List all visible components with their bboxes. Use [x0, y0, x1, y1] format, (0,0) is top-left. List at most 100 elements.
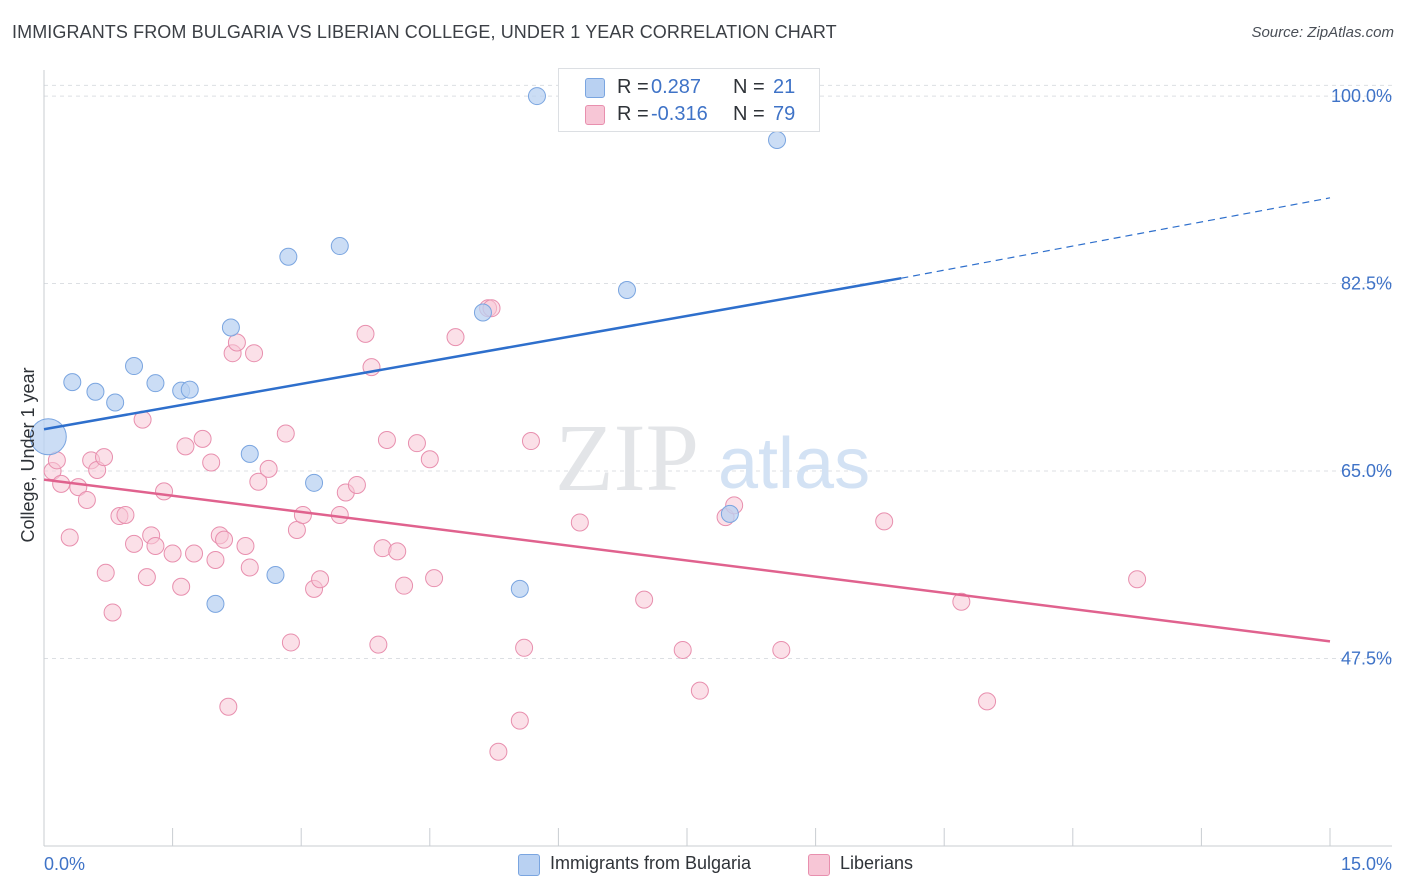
- legend-r-label: R =: [617, 103, 649, 125]
- liberian-point: [206, 550, 225, 569]
- watermark: ZIP atlas: [555, 404, 870, 511]
- liberian-point: [146, 537, 165, 556]
- liberian-point: [215, 530, 234, 549]
- bulgaria-points: [29, 87, 787, 613]
- legend-n-label: N =: [733, 76, 765, 98]
- liberian-point: [635, 590, 654, 609]
- y-tick-label: 65.0%: [1341, 461, 1392, 481]
- x-tick-label-end: 15.0%: [1341, 854, 1392, 874]
- liberian-point: [369, 635, 388, 654]
- bulgaria-point: [266, 565, 285, 584]
- legend-r-value: -0.316: [651, 103, 708, 125]
- bulgaria-point: [473, 303, 492, 322]
- bulgaria-point: [768, 130, 787, 149]
- liberian-point: [276, 424, 295, 443]
- y-tick-labels: 47.5% 65.0% 82.5% 100.0%: [1331, 86, 1392, 668]
- correlation-legend: R = 0.287 N = 21 R = -0.316 N = 79: [558, 68, 820, 132]
- liberian-point: [95, 448, 114, 467]
- liberian-point: [249, 472, 268, 491]
- y-tick-label: 47.5%: [1341, 649, 1392, 669]
- bulgaria-point: [720, 504, 739, 523]
- legend-swatch-blue: [518, 854, 540, 876]
- liberians-points: [43, 299, 1147, 761]
- x-tick-label-start: 0.0%: [44, 854, 85, 874]
- liberian-point: [952, 592, 971, 611]
- axes: [43, 70, 1392, 847]
- liberian-point: [690, 681, 709, 700]
- liberian-point: [60, 528, 79, 547]
- liberian-point: [176, 437, 195, 456]
- bulgaria-point: [305, 473, 324, 492]
- legend-r-value: 0.287: [651, 76, 702, 98]
- liberian-point: [236, 537, 255, 556]
- y-axis-title: College, Under 1 year: [18, 367, 38, 542]
- liberian-point: [240, 558, 259, 577]
- liberian-point: [103, 603, 122, 622]
- liberian-point: [373, 539, 392, 558]
- bulgaria-point: [146, 374, 165, 393]
- legend-label-liberians: Liberians: [840, 853, 914, 873]
- liberian-point: [510, 711, 529, 730]
- watermark-atlas: atlas: [718, 424, 870, 504]
- bulgaria-trend-line: [43, 276, 902, 431]
- legend-swatch-blue: [585, 78, 605, 98]
- liberian-point: [377, 430, 396, 449]
- liberian-point: [155, 482, 174, 501]
- liberian-point: [137, 568, 156, 587]
- liberian-point: [96, 563, 115, 582]
- liberian-point: [281, 633, 300, 652]
- liberian-point: [420, 450, 439, 469]
- liberian-point: [125, 534, 144, 553]
- bulgaria-point: [330, 237, 349, 256]
- liberian-point: [347, 475, 366, 494]
- liberian-point: [163, 544, 182, 563]
- bulgaria-point: [617, 280, 636, 299]
- liberian-point: [395, 576, 414, 595]
- legend-swatch-pink: [808, 854, 830, 876]
- liberian-point: [116, 505, 135, 524]
- liberian-point: [172, 577, 191, 596]
- liberian-point: [52, 474, 71, 493]
- liberian-point: [570, 513, 589, 532]
- bulgaria-point: [125, 357, 144, 376]
- liberians-trend-line: [43, 478, 1331, 643]
- liberian-point: [388, 542, 407, 561]
- watermark-zip: ZIP: [555, 404, 699, 511]
- liberian-point: [311, 570, 330, 589]
- bulgaria-point: [180, 380, 199, 399]
- legend-row-liberians: R = -0.316 N = 79: [559, 100, 819, 128]
- y-tick-label: 100.0%: [1331, 86, 1392, 106]
- legend-swatch-pink: [585, 105, 605, 125]
- liberian-point: [293, 505, 312, 524]
- bulgaria-point: [510, 579, 529, 598]
- liberian-point: [356, 324, 375, 343]
- bulgaria-point: [106, 393, 125, 412]
- liberian-point: [1128, 570, 1147, 589]
- liberian-point: [227, 333, 246, 352]
- x-ticks: [43, 828, 1331, 846]
- source-label: Source: ZipAtlas.com: [1251, 24, 1394, 41]
- liberian-point: [489, 742, 508, 761]
- legend-n-value: 79: [773, 103, 796, 125]
- bulgaria-point: [221, 318, 240, 337]
- liberian-point: [185, 544, 204, 563]
- liberian-point: [219, 697, 238, 716]
- legend-r-label: R =: [617, 76, 649, 98]
- bulgaria-point: [86, 382, 105, 401]
- chart-title: IMMIGRANTS FROM BULGARIA VS LIBERIAN COL…: [12, 22, 837, 42]
- liberian-point: [875, 512, 894, 531]
- bulgaria-point: [206, 594, 225, 613]
- liberian-point: [77, 490, 96, 509]
- liberian-point: [521, 432, 540, 451]
- series-legend: Immigrants from Bulgaria Liberians: [0, 852, 1406, 878]
- liberian-point: [515, 638, 534, 657]
- bulgaria-point: [527, 87, 546, 106]
- liberian-point: [772, 640, 791, 659]
- liberian-point: [407, 434, 426, 453]
- bulgaria-point: [240, 444, 259, 463]
- liberian-point: [425, 569, 444, 588]
- liberian-point: [245, 344, 264, 363]
- legend-n-label: N =: [733, 103, 765, 125]
- legend-n-value: 21: [773, 76, 796, 98]
